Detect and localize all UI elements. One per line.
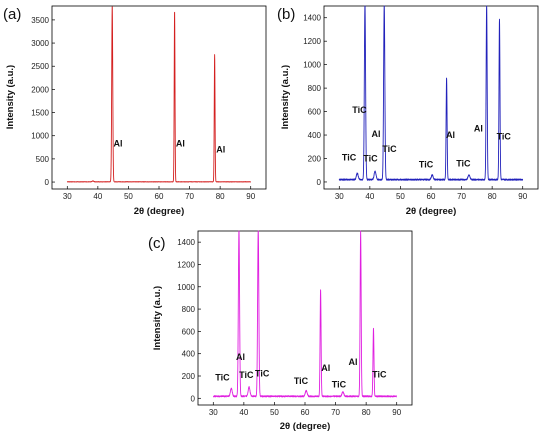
y-tick-label-c: 600 [182, 327, 196, 336]
panel-label-a: (a) [3, 6, 21, 23]
x-axis-title-a: 2θ (degree) [134, 206, 185, 217]
peak-annotation-b: TiC [342, 152, 357, 162]
y-tick-label-b: 1200 [303, 37, 321, 46]
x-tick-label-a: 90 [246, 192, 255, 201]
peak-annotation-c: TiC [372, 370, 387, 380]
xrd-trace-c [212, 230, 398, 398]
y-tick-label-c: 0 [191, 394, 196, 403]
y-axis-title-b: Intensity (a.u.) [280, 65, 291, 129]
y-tick-label-a: 2000 [31, 85, 49, 94]
y-tick-label-a: 1500 [31, 109, 49, 118]
y-tick-label-b: 1000 [303, 61, 321, 70]
y-tick-label-c: 1000 [177, 283, 195, 292]
peak-annotation-b: TiC [352, 105, 367, 115]
y-tick-label-a: 500 [36, 155, 50, 164]
xrd-panel-b: (b) 30 40 50 60 70 80 90 0 200 400 600 800 1000 1200 1… [277, 5, 539, 217]
x-tick-label-c: 90 [392, 408, 401, 417]
y-tick-label-a: 3000 [31, 39, 49, 48]
y-tick-label-c: 1200 [177, 260, 195, 269]
x-axis-title-b: 2θ (degree) [406, 206, 457, 217]
x-tick-label-b: 40 [365, 192, 374, 201]
y-tick-label-a: 0 [45, 178, 50, 187]
peak-annotation-c: Al [236, 352, 245, 362]
xrd-panel-c: (c) 30 40 50 60 70 80 90 0 200 400 600 800 1000 1200 1… [148, 230, 413, 432]
panel-label-b: (b) [277, 6, 295, 23]
peak-annotation-b: Al [446, 130, 455, 140]
y-tick-label-b: 0 [317, 178, 322, 187]
y-tick-label-c: 1400 [177, 238, 195, 247]
x-tick-label-a: 30 [63, 192, 72, 201]
x-tick-label-b: 50 [396, 192, 405, 201]
y-tick-label-a: 1000 [31, 132, 49, 141]
x-tick-label-b: 90 [518, 192, 527, 201]
xrd-trace-b [338, 5, 524, 181]
peak-annotation-c: TiC [294, 376, 309, 386]
peak-annotation-c: Al [321, 363, 330, 373]
x-tick-label-c: 50 [270, 408, 279, 417]
x-tick-label-a: 40 [93, 192, 102, 201]
peak-annotation-c: Al [348, 357, 357, 367]
y-tick-label-c: 400 [182, 350, 196, 359]
peak-annotation-b: TiC [497, 132, 512, 142]
y-tick-label-a: 3500 [31, 16, 49, 25]
panel-label-c: (c) [148, 235, 166, 252]
y-tick-label-c: 800 [182, 305, 196, 314]
y-tick-label-b: 200 [308, 155, 322, 164]
y-axis-title-a: Intensity (a.u.) [5, 65, 16, 129]
y-tick-label-c: 200 [182, 372, 196, 381]
peak-annotation-b: TiC [382, 144, 397, 154]
y-tick-label-b: 1400 [303, 14, 321, 23]
peak-annotation-c: TiC [332, 380, 347, 390]
peak-annotation-a: Al [114, 138, 123, 148]
x-tick-label-c: 80 [362, 408, 371, 417]
peak-annotation-a: Al [176, 138, 185, 148]
x-tick-label-b: 30 [335, 192, 344, 201]
y-tick-label-b: 600 [308, 108, 322, 117]
xrd-panel-a: (a) 30 40 50 60 70 80 90 0 500 1000 1500 2000 2500 30… [3, 5, 267, 217]
peak-annotation-b: Al [474, 124, 483, 134]
peak-annotation-b: TiC [363, 153, 378, 163]
x-tick-label-b: 80 [488, 192, 497, 201]
peak-annotation-a: Al [216, 144, 225, 154]
x-tick-label-a: 70 [185, 192, 194, 201]
x-tick-label-b: 60 [427, 192, 436, 201]
peak-annotation-b: TiC [419, 159, 434, 169]
peak-annotation-c: TiC [255, 369, 270, 379]
x-tick-label-c: 40 [239, 408, 248, 417]
y-tick-label-b: 400 [308, 131, 322, 140]
xrd-trace-a [66, 6, 252, 183]
y-axis-title-c: Intensity (a.u.) [152, 286, 163, 350]
x-tick-label-a: 50 [124, 192, 133, 201]
x-tick-label-c: 30 [209, 408, 218, 417]
x-tick-label-a: 80 [216, 192, 225, 201]
x-tick-label-a: 60 [155, 192, 164, 201]
y-tick-label-a: 2500 [31, 62, 49, 71]
x-tick-label-c: 60 [301, 408, 310, 417]
x-tick-label-c: 70 [331, 408, 340, 417]
peak-annotation-c: TiC [215, 372, 230, 382]
peak-annotation-b: Al [371, 129, 380, 139]
x-axis-title-c: 2θ (degree) [280, 421, 331, 432]
y-tick-label-b: 800 [308, 84, 322, 93]
peak-annotation-c: TiC [239, 370, 254, 380]
peak-annotation-b: TiC [456, 159, 471, 169]
x-tick-label-b: 70 [457, 192, 466, 201]
